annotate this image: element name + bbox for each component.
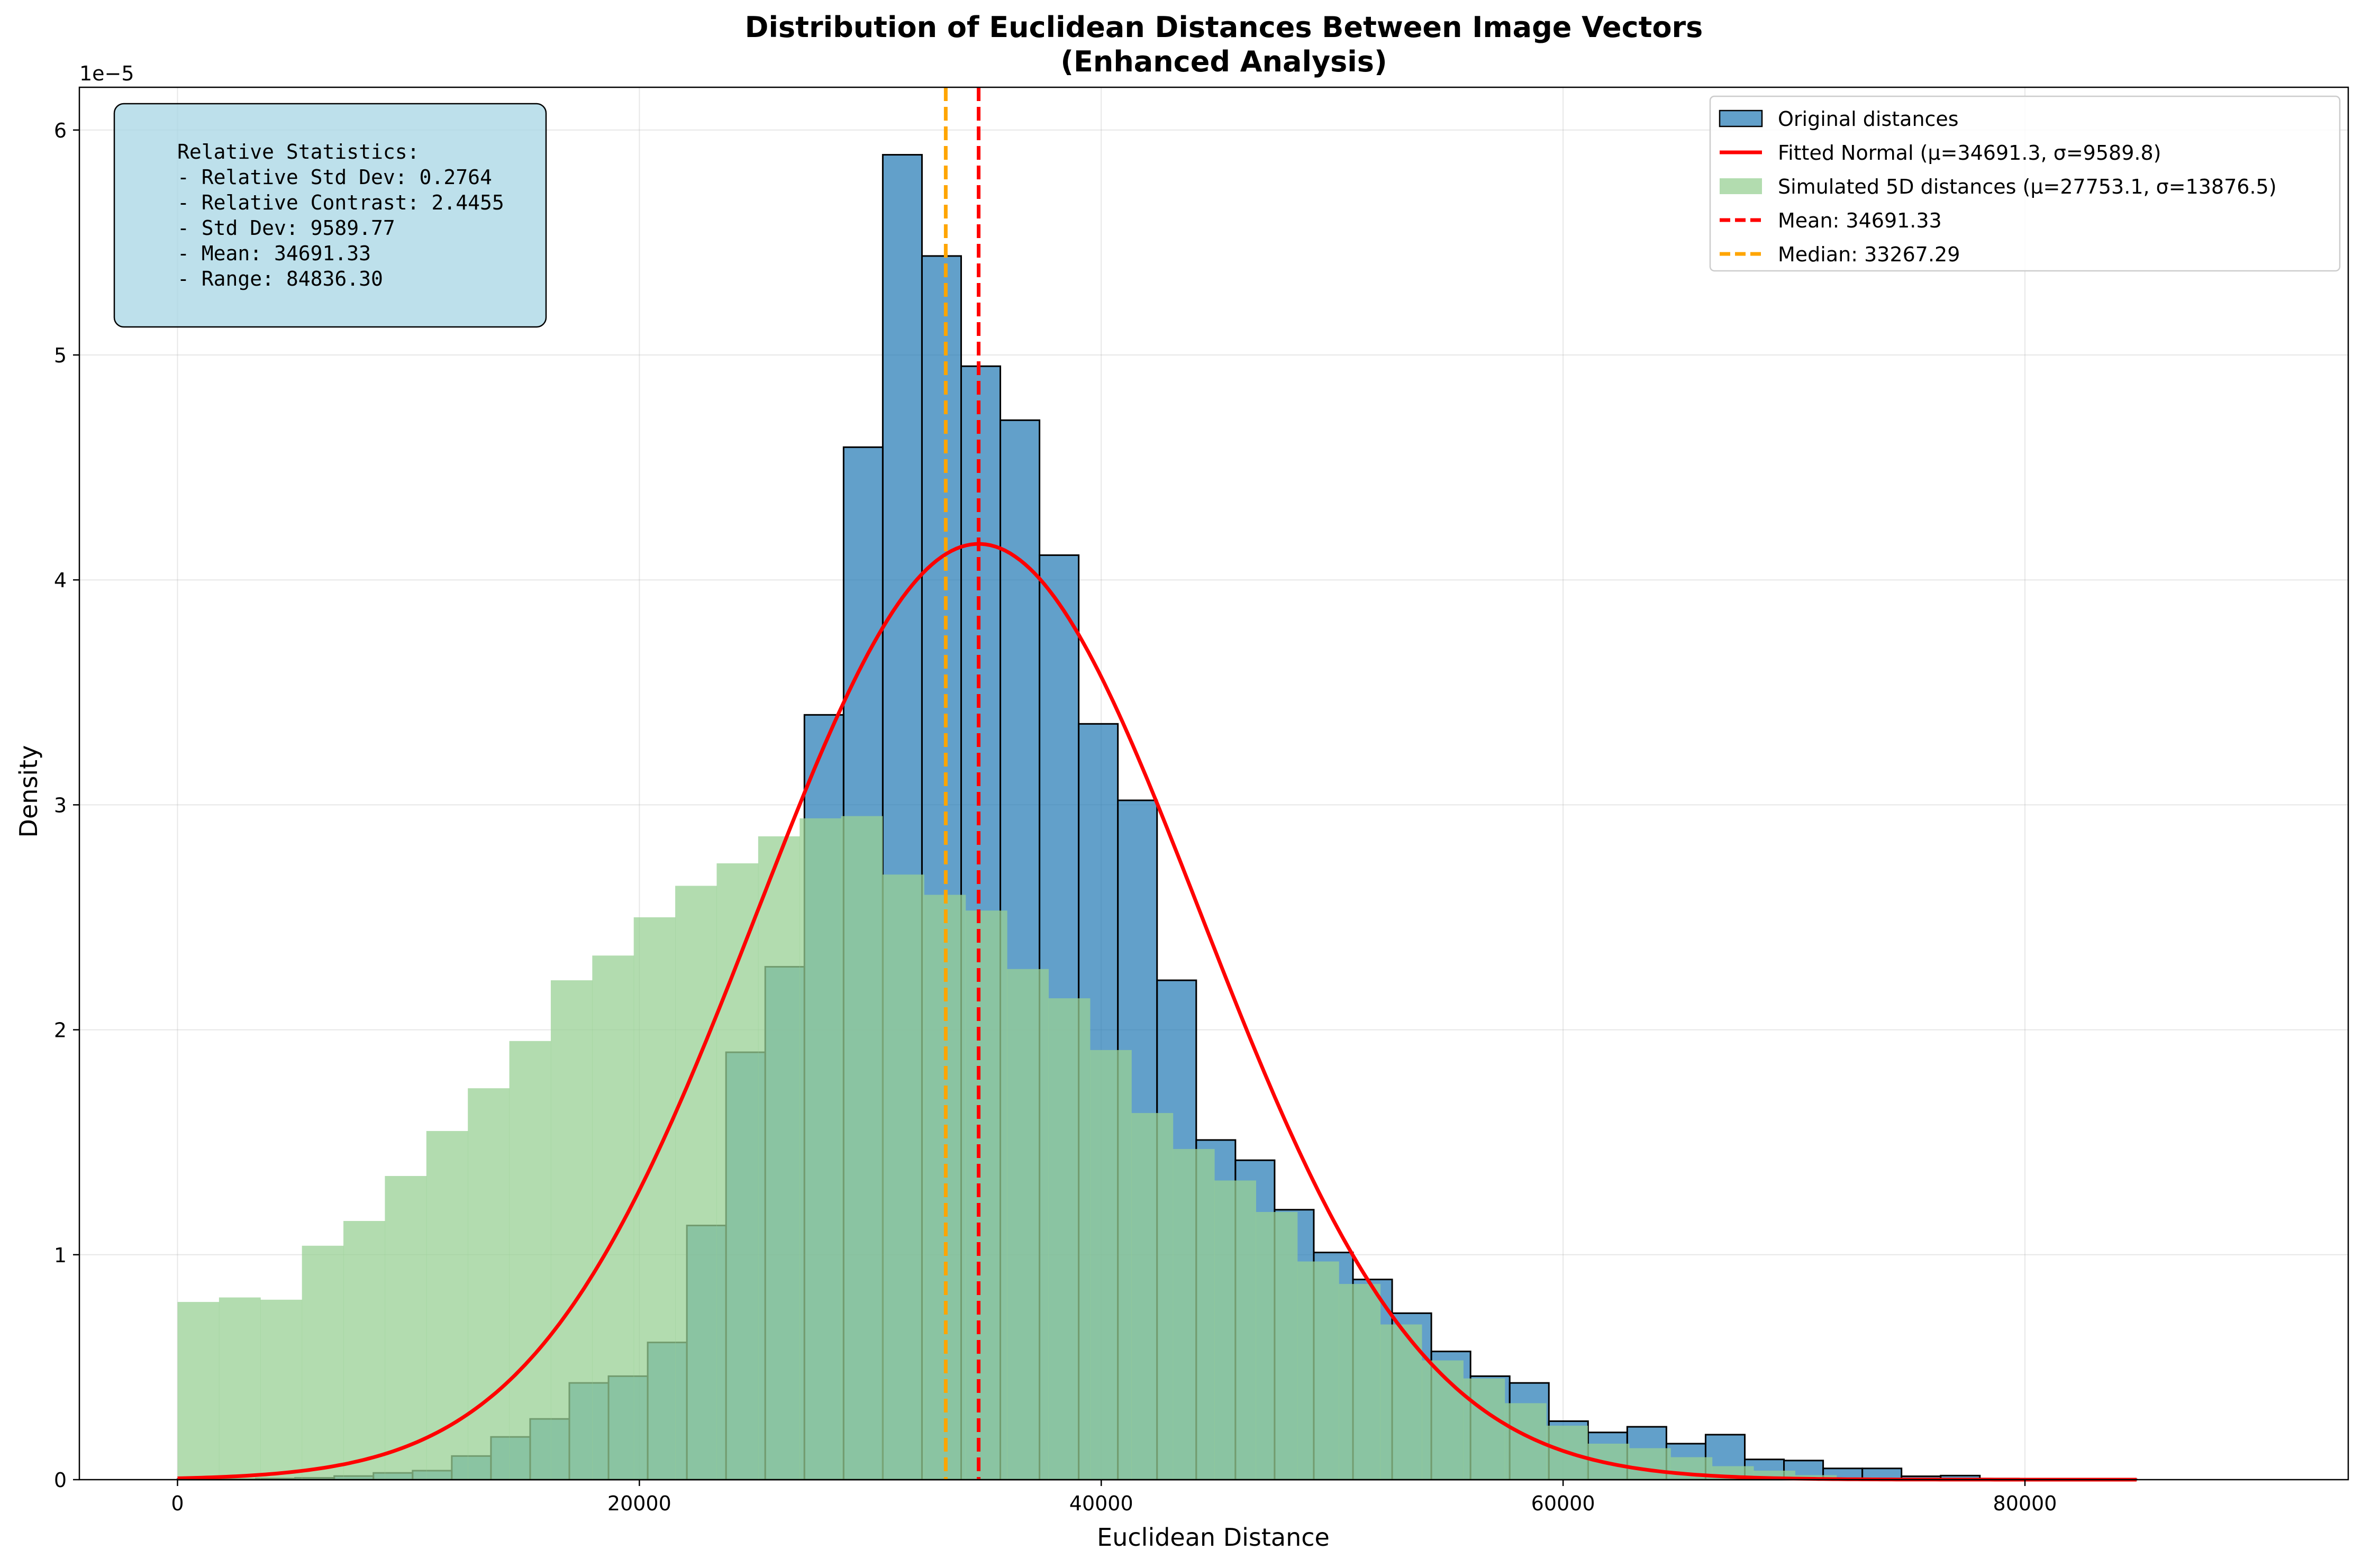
axes: 0 20000 40000 60000 80000 0 1 2 3 4 5 6 [54,86,2349,1515]
simulated-bar [1214,1180,1256,1480]
simulated-bar [1256,1212,1298,1480]
simulated-bar [1422,1360,1464,1480]
simulated-bar [1089,1050,1132,1480]
simulated-bar [592,955,634,1480]
simulated-bar [758,836,800,1480]
axes-frame [78,86,2349,1481]
simulated-bar [716,863,759,1480]
y-tick-label: 2 [54,1019,67,1042]
simulated-bar [883,874,924,1480]
simulated-distance-bars [177,816,1878,1480]
simulated-bar [965,910,1007,1480]
simulated-bar [841,816,883,1480]
y-tick-label: 1 [54,1244,67,1267]
y-tick-label: 0 [54,1469,67,1492]
legend-swatch [1720,178,1762,194]
simulated-bar [1297,1261,1339,1480]
legend-label: Original distances [1778,107,1959,131]
simulated-bar [675,886,717,1480]
y-axis-label: Density [14,745,43,838]
simulated-bar [219,1297,261,1480]
y-tick-label: 6 [54,119,67,142]
y-tick-label: 4 [54,569,67,592]
stats-line: - Range: 84836.30 [177,267,383,290]
chart-subtitle: (Enhanced Analysis) [1060,45,1387,78]
simulated-bar [1629,1448,1671,1480]
simulated-bar [302,1245,344,1480]
stats-box: Relative Statistics: - Relative Std Dev: … [113,103,547,328]
simulated-bar [343,1221,385,1480]
stats-line: - Relative Contrast: 2.4455 [177,191,504,214]
simulated-bar [1007,969,1049,1480]
legend-label: Simulated 5D distances (μ=27753.1, σ=138… [1778,175,2277,198]
legend-label: Mean: 34691.33 [1778,209,1942,232]
x-tick-label: 20000 [607,1492,671,1515]
y-tick-label: 5 [54,344,67,367]
legend: Original distances Fitted Normal (μ=34691… [1709,95,2341,272]
stats-line: - Std Dev: 9589.77 [177,216,395,240]
x-tick-label: 0 [171,1492,184,1515]
x-axis-label: Euclidean Distance [1097,1523,1330,1552]
y-tick-label: 3 [54,794,67,817]
y-axis-scale-label: 1e−5 [79,62,134,85]
legend-label: Fitted Normal (μ=34691.3, σ=9589.8) [1778,141,2161,165]
x-tick-label: 60000 [1531,1492,1595,1515]
stats-box-background [113,103,547,328]
reference-lines [943,87,981,1480]
stats-line: - Mean: 34691.33 [177,242,371,265]
simulated-bar [1131,1113,1174,1480]
fitted-normal-curve [177,542,2137,1482]
simulated-bar [177,1302,220,1480]
simulated-bar [800,818,842,1480]
simulated-bar [1339,1284,1381,1480]
stats-line: - Relative Std Dev: 0.2764 [177,166,492,189]
legend-box [1709,95,2341,272]
x-tick-label: 80000 [1993,1492,2057,1515]
stats-line: Relative Statistics: [177,140,420,163]
simulated-bar [468,1088,510,1480]
simulated-bar [509,1041,551,1480]
legend-label: Median: 33267.29 [1778,243,1960,266]
simulated-bar [1463,1378,1505,1480]
fitted-normal-line [177,542,2137,1482]
simulated-bar [426,1131,468,1480]
simulated-bar [1173,1148,1215,1480]
legend-swatch [1719,110,1763,127]
x-tick-label: 40000 [1069,1492,1133,1515]
simulated-bar [385,1175,427,1480]
simulated-bar [1380,1324,1422,1480]
simulated-bar [550,980,593,1480]
simulated-bar [1048,998,1091,1480]
chart-title: Distribution of Euclidean Distances Betw… [745,11,1703,44]
simulated-bar [633,917,676,1480]
simulated-bar [260,1299,303,1480]
